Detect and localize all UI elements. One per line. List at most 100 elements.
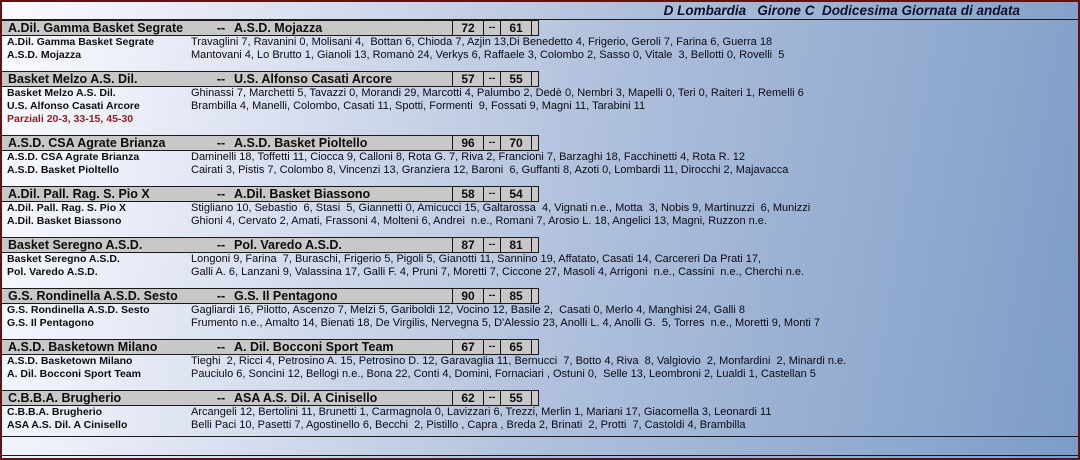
home-team-name: A.S.D. CSA Agrate Brianza xyxy=(8,136,166,150)
home-players-list: Arcangeli 12, Bertolini 11, Brunetti 1, … xyxy=(191,406,772,418)
away-players-list: Brambilla 4, Manelli, Colombo, Casati 11… xyxy=(191,100,646,112)
away-players-list: Pauciulo 6, Soncini 12, Bellogi n.e., Bo… xyxy=(191,368,816,380)
home-team-label: A.Dil. Gamma Basket Segrate xyxy=(7,36,155,48)
teams-separator-dash: -- xyxy=(216,340,226,354)
away-score-cell: 61 xyxy=(500,21,531,35)
away-score-cell: 70 xyxy=(500,136,531,150)
match-block: C.B.B.A. Brugherio -- ASA A.S. Dil. A Ci… xyxy=(2,390,1078,432)
header-end-cap xyxy=(531,21,539,35)
matches-list: A.Dil. Gamma Basket Segrate -- A.S.D. Mo… xyxy=(2,20,1078,432)
teams-separator-dash: -- xyxy=(216,72,226,86)
header-end-cap xyxy=(531,72,539,86)
away-team-label: A. Dil. Bocconi Sport Team xyxy=(7,368,141,380)
away-scorers-row: A. Dil. Bocconi Sport Team Pauciulo 6, S… xyxy=(2,368,1078,381)
score-separator-dash: -- xyxy=(483,72,500,86)
match-header-row: A.S.D. Basketown Milano -- A. Dil. Bocco… xyxy=(2,339,539,355)
match-block: A.S.D. Basketown Milano -- A. Dil. Bocco… xyxy=(2,339,1078,381)
page-title: D Lombardia Girone C Dodicesima Giornata… xyxy=(2,2,1078,20)
away-team-label: U.S. Alfonso Casati Arcore xyxy=(7,100,140,112)
home-team-name: A.S.D. Basketown Milano xyxy=(8,340,158,354)
away-team-name: A.S.D. Basket Pioltello xyxy=(234,136,368,150)
home-scorers-row: Basket Seregno A.S.D. Longoni 9, Farina … xyxy=(2,253,1078,266)
away-team-name: A. Dil. Bocconi Sport Team xyxy=(234,340,394,354)
home-scorers-row: C.B.B.A. Brugherio Arcangeli 12, Bertoli… xyxy=(2,406,1078,419)
teams-separator-dash: -- xyxy=(216,187,226,201)
home-score-cell: 87 xyxy=(452,238,483,252)
away-team-label: G.S. Il Pentagono xyxy=(7,317,94,329)
match-header-row: Basket Melzo A.S. Dil. -- U.S. Alfonso C… xyxy=(2,71,539,87)
away-team-name: U.S. Alfonso Casati Arcore xyxy=(234,72,393,86)
score-separator-dash: -- xyxy=(483,238,500,252)
home-team-label: C.B.B.A. Brugherio xyxy=(7,406,103,418)
away-team-name: Pol. Varedo A.S.D. xyxy=(234,238,342,252)
home-team-label: Basket Seregno A.S.D. xyxy=(7,253,120,265)
match-header-row: A.S.D. CSA Agrate Brianza -- A.S.D. Bask… xyxy=(2,135,539,151)
home-score-cell: 90 xyxy=(452,289,483,303)
home-team-label: G.S. Rondinella A.S.D. Sesto xyxy=(7,304,150,316)
header-end-cap xyxy=(531,391,539,405)
match-block: Basket Seregno A.S.D. -- Pol. Varedo A.S… xyxy=(2,237,1078,279)
home-team-label: A.S.D. Basketown Milano xyxy=(7,355,133,367)
match-header-row: A.Dil. Pall. Rag. S. Pio X -- A.Dil. Bas… xyxy=(2,186,539,202)
away-team-label: A.Dil. Basket Biassono xyxy=(7,215,122,227)
teams-separator-dash: -- xyxy=(216,136,226,150)
away-scorers-row: Pol. Varedo A.S.D. Galli A. 6, Lanzani 9… xyxy=(2,266,1078,279)
home-score-cell: 62 xyxy=(452,391,483,405)
away-score-cell: 81 xyxy=(500,238,531,252)
home-players-list: Daminelli 18, Toffetti 11, Ciocca 9, Cal… xyxy=(191,151,745,163)
away-scorers-row: ASA A.S. Dil. A Cinisello Belli Paci 10,… xyxy=(2,419,1078,432)
home-team-name: C.B.B.A. Brugherio xyxy=(8,391,122,405)
home-scorers-row: A.S.D. Basketown Milano Tieghi 2, Ricci … xyxy=(2,355,1078,368)
home-scorers-row: A.S.D. CSA Agrate Brianza Daminelli 18, … xyxy=(2,151,1078,164)
home-players-list: Longoni 9, Farina 7, Buraschi, Frigerio … xyxy=(191,253,762,265)
home-team-label: A.S.D. CSA Agrate Brianza xyxy=(7,151,140,163)
away-team-name: A.S.D. Mojazza xyxy=(234,21,323,35)
header-end-cap xyxy=(531,187,539,201)
away-score-cell: 85 xyxy=(500,289,531,303)
header-end-cap xyxy=(531,136,539,150)
away-players-list: Ghioni 4, Cervato 2, Amati, Frassoni 4, … xyxy=(191,215,767,227)
teams-separator-dash: -- xyxy=(216,238,226,252)
bottom-empty-band xyxy=(2,436,1078,456)
header-end-cap xyxy=(531,340,539,354)
teams-separator-dash: -- xyxy=(216,21,226,35)
score-separator-dash: -- xyxy=(483,391,500,405)
away-scorers-row: A.Dil. Basket Biassono Ghioni 4, Cervato… xyxy=(2,215,1078,228)
away-team-label: A.S.D. Mojazza xyxy=(7,49,82,61)
score-separator-dash: -- xyxy=(483,187,500,201)
home-team-name: A.Dil. Gamma Basket Segrate xyxy=(8,21,184,35)
home-players-list: Stigliano 10, Sebastio 6, Stasi 5, Giann… xyxy=(191,202,811,214)
away-team-name: G.S. Il Pentagono xyxy=(234,289,338,303)
home-players-list: Ghinassi 7, Marchetti 5, Tavazzi 0, Mora… xyxy=(191,87,804,99)
match-block: A.S.D. CSA Agrate Brianza -- A.S.D. Bask… xyxy=(2,135,1078,177)
header-end-cap xyxy=(531,238,539,252)
away-players-list: Belli Paci 10, Pasetti 7, Agostinello 6,… xyxy=(191,419,746,431)
match-block: A.Dil. Gamma Basket Segrate -- A.S.D. Mo… xyxy=(2,20,1078,62)
away-score-cell: 55 xyxy=(500,72,531,86)
home-team-name: A.Dil. Pall. Rag. S. Pio X xyxy=(8,187,150,201)
home-score-cell: 57 xyxy=(452,72,483,86)
away-scorers-row: U.S. Alfonso Casati Arcore Brambilla 4, … xyxy=(2,100,1078,113)
match-block: Basket Melzo A.S. Dil. -- U.S. Alfonso C… xyxy=(2,71,1078,126)
away-players-list: Mantovani 4, Lo Brutto 1, Gianoli 13, Ro… xyxy=(191,49,785,61)
away-players-list: Cairati 3, Pistis 7, Colombo 8, Vincenzi… xyxy=(191,164,789,176)
away-scorers-row: A.S.D. Basket Pioltello Cairati 3, Pisti… xyxy=(2,164,1078,177)
home-team-label: Basket Melzo A.S. Dil. xyxy=(7,87,116,99)
away-score-cell: 65 xyxy=(500,340,531,354)
home-scorers-row: G.S. Rondinella A.S.D. Sesto Gagliardi 1… xyxy=(2,304,1078,317)
home-score-cell: 96 xyxy=(452,136,483,150)
away-team-name: A.Dil. Basket Biassono xyxy=(234,187,371,201)
away-score-cell: 55 xyxy=(500,391,531,405)
home-scorers-row: A.Dil. Pall. Rag. S. Pio X Stigliano 10,… xyxy=(2,202,1078,215)
match-header-row: C.B.B.A. Brugherio -- ASA A.S. Dil. A Ci… xyxy=(2,390,539,406)
away-players-list: Galli A. 6, Lanzani 9, Valassina 17, Gal… xyxy=(191,266,805,278)
match-header-row: Basket Seregno A.S.D. -- Pol. Varedo A.S… xyxy=(2,237,539,253)
teams-separator-dash: -- xyxy=(216,391,226,405)
home-team-name: G.S. Rondinella A.S.D. Sesto xyxy=(8,289,178,303)
away-team-name: ASA A.S. Dil. A Cinisello xyxy=(234,391,378,405)
home-team-label: A.Dil. Pall. Rag. S. Pio X xyxy=(7,202,127,214)
home-players-list: Tieghi 2, Ricci 4, Petrosino A. 15, Petr… xyxy=(191,355,847,367)
away-score-cell: 54 xyxy=(500,187,531,201)
home-team-name: Basket Seregno A.S.D. xyxy=(8,238,143,252)
